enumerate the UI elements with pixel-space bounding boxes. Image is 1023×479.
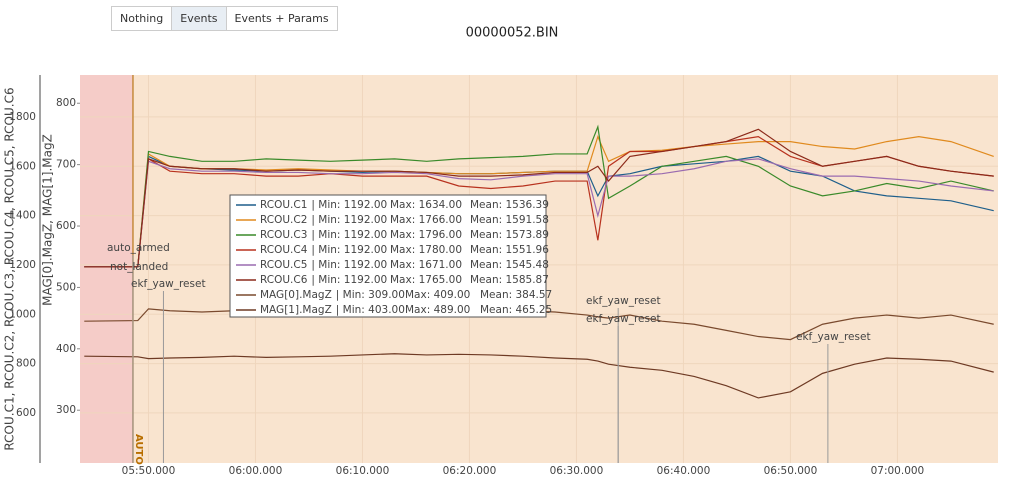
x-tick-label: 06:50.000 [764,465,818,477]
legend-name: RCOU.C6 [260,274,308,286]
y-tick-label: 1600 [9,160,36,172]
y2-tick-label: 600 [56,220,76,232]
x-tick-label: 06:40.000 [657,465,711,477]
y-tick-label: 1800 [9,111,36,123]
legend-mean: Mean: 1591.58 [470,214,549,226]
y-tick-label: 800 [16,358,36,370]
legend-mean: Mean: 1536.39 [470,199,549,211]
event-label: ekf_yaw_reset [131,278,206,290]
legend-label: MAG[1].MagZ | Min: 403.00 [260,304,405,316]
legend-label: RCOU.C2 | Min: 1192.00 [260,214,387,226]
button-group: Nothing Events Events + Params [111,6,338,31]
event-label: ekf_yaw_reset [796,331,871,343]
legend-name: MAG[0].MagZ [260,289,332,301]
legend-max: Max: 1796.00 [390,229,462,241]
legend-min: | Min: 1192.00 [311,199,387,211]
y-tick-label: 1400 [9,210,36,222]
button[interactable]: Nothing [111,6,173,31]
y-axis-label: RCOU.C1, RCOU.C2, RCOU.C3, RCOU.C4, RCOU… [3,87,17,450]
series-line [84,124,994,268]
y2-tick-label: 400 [56,343,76,355]
x-tick-label: 07:00.000 [871,465,925,477]
x-tick-label: 06:10.000 [336,465,390,477]
x-tick-label: 05:50.000 [122,465,176,477]
legend-max: Max: 409.00 [405,289,470,301]
legend-mean: Mean: 384.57 [480,289,552,301]
legend-min: | Min: 1192.00 [311,229,387,241]
legend-name: RCOU.C2 [260,214,307,226]
legend-max: Max: 1766.00 [390,214,462,226]
legend-mean: Mean: 1545.48 [470,259,549,271]
legend-label: RCOU.C5 | Min: 1192.00 [260,259,387,271]
series-line [84,158,994,268]
mode-label: AUTO [133,434,144,465]
y2-tick-label: 300 [56,404,76,416]
legend-label: RCOU.C1 | Min: 1192.00 [260,199,387,211]
legend-name: MAG[1].MagZ [260,304,332,316]
legend-mean: Mean: 1551.96 [470,244,549,256]
button[interactable]: Events + Params [225,6,338,31]
event-label: auto_armed [107,242,170,254]
button[interactable]: Events [171,6,227,31]
x-tick-label: 06:20.000 [443,465,497,477]
series-line [84,128,994,268]
y2-tick-label: 500 [56,281,76,293]
y-tick-label: 1200 [9,259,36,271]
legend-name: RCOU.C3 [260,229,307,241]
legend-label: RCOU.C3 | Min: 1192.00 [260,229,387,241]
y2-axis-label: MAG[0].MagZ, MAG[1].MagZ [41,134,55,306]
legend-mean: Mean: 465.25 [480,304,552,316]
legend-max: Max: 1634.00 [390,199,462,211]
event-label: ekf_yaw_reset [586,313,661,325]
event-label: ekf_yaw_reset [586,295,661,307]
legend-mean: Mean: 1585.87 [470,274,549,286]
legend-max: Max: 1671.00 [390,259,462,271]
legend: RCOU.C1 | Min: 1192.00 Max: 1634.00 Mean: 1… [229,194,552,318]
legend-box [229,194,547,318]
legend-max: Max: 489.00 [405,304,470,316]
legend-min: | Min: 1192.00 [311,274,387,286]
legend-min: | Min: 403.00 [336,304,405,316]
pre-mode-region [80,75,133,463]
y2-tick-label: 700 [56,159,76,171]
legend-label: RCOU.C4 | Min: 1192.00 [260,244,387,256]
legend-min: | Min: 309.00 [336,289,405,301]
event-label: not_landed [110,261,168,273]
legend-mean: Mean: 1573.89 [470,229,549,241]
legend-name: RCOU.C4 [260,244,308,256]
legend-max: Max: 1765.00 [390,274,462,286]
legend-label: RCOU.C6 | Min: 1192.00 [260,274,387,286]
chart-title: 00000052.BIN [466,26,559,41]
legend-min: | Min: 1192.00 [311,259,387,271]
y-tick-label: 600 [16,407,36,419]
series-line [84,353,994,399]
y-tick-label: 1000 [9,308,36,320]
legend-name: RCOU.C5 [260,259,307,271]
y2-tick-label: 800 [56,97,76,109]
legend-label: MAG[0].MagZ | Min: 309.00 [260,289,405,301]
legend-min: | Min: 1192.00 [311,214,387,226]
legend-min: | Min: 1192.00 [311,244,387,256]
legend-max: Max: 1780.00 [390,244,462,256]
x-tick-label: 06:30.000 [550,465,604,477]
legend-name: RCOU.C1 [260,199,307,211]
x-tick-label: 06:00.000 [229,465,283,477]
